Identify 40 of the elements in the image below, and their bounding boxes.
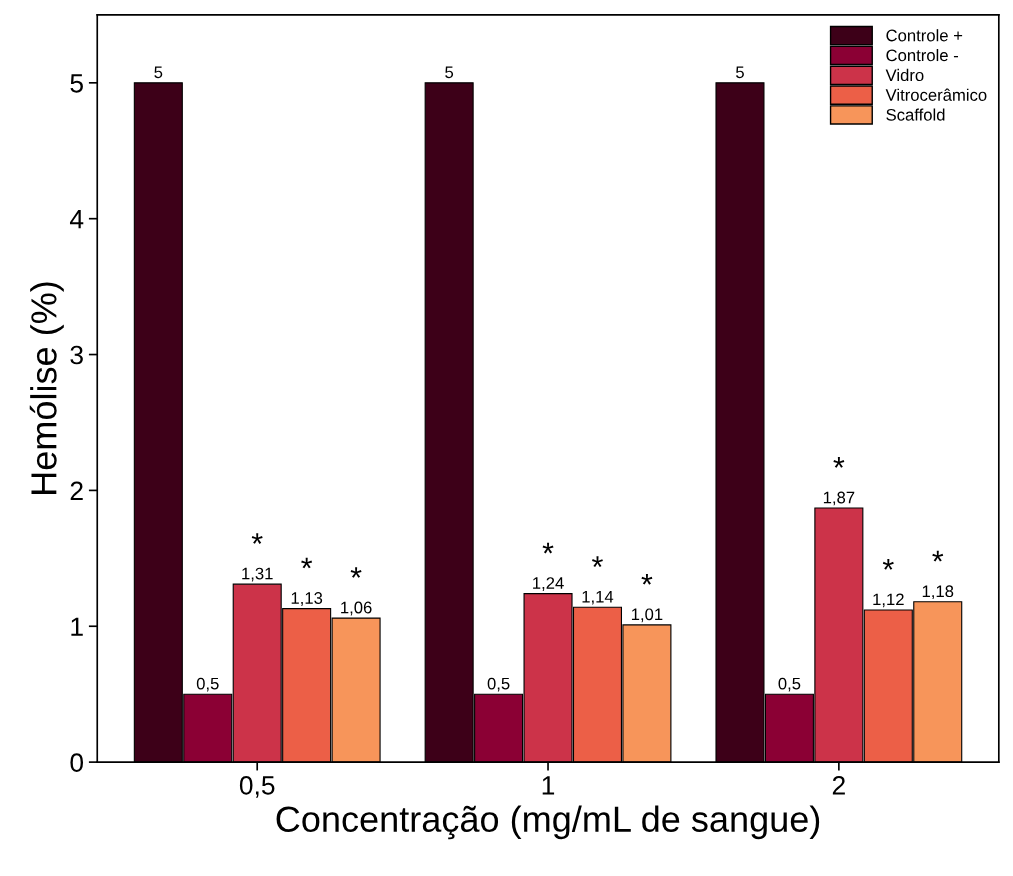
data-label: 1,18 xyxy=(922,585,954,600)
y-tick-label: 2 xyxy=(70,481,83,500)
annotation: * xyxy=(833,457,845,468)
annotation: * xyxy=(882,558,894,570)
y-axis-title: Hemólise (%) xyxy=(29,282,64,494)
data-label: 1,31 xyxy=(242,567,273,582)
x-tick-label: 1 xyxy=(542,776,555,795)
y-tick-label: 3 xyxy=(70,345,83,365)
data-label: 0,5 xyxy=(778,677,801,692)
data-label: 0,5 xyxy=(487,677,510,692)
data-label: 1,14 xyxy=(582,590,614,605)
y-tick-label: 1 xyxy=(71,617,83,636)
annotation: * xyxy=(542,542,554,554)
annotation: * xyxy=(251,533,263,544)
data-label: 1,12 xyxy=(873,593,904,608)
legend-label: Controle + xyxy=(886,29,963,42)
legend-label: Controle - xyxy=(886,48,958,62)
data-label: 5 xyxy=(154,66,163,79)
data-label: 1,13 xyxy=(291,592,323,606)
y-tick-label: 5 xyxy=(70,74,83,93)
x-axis-title: Concentração (mg/mL de sangue) xyxy=(276,805,820,840)
annotation: * xyxy=(301,557,313,569)
x-tick-label: 0,5 xyxy=(239,776,275,798)
data-label: 5 xyxy=(445,66,454,79)
data-label: 0,5 xyxy=(196,677,219,692)
data-label: 1,87 xyxy=(823,491,855,506)
annotation: * xyxy=(932,550,944,562)
x-tick-label: 2 xyxy=(832,776,845,795)
y-tick-label: 0 xyxy=(70,753,84,772)
annotation: * xyxy=(641,573,653,585)
data-label: 1,24 xyxy=(533,577,564,591)
data-label: 1,06 xyxy=(341,601,372,616)
legend-label: Vidro xyxy=(885,68,924,82)
legend-label: Scaffold xyxy=(886,108,945,121)
legend-label: Vitrocerâmico xyxy=(885,88,987,101)
y-tick-label: 4 xyxy=(69,210,84,229)
data-label: 1,01 xyxy=(631,608,663,623)
data-label: 5 xyxy=(736,66,744,79)
annotation: * xyxy=(350,567,362,578)
annotation: * xyxy=(592,556,603,567)
